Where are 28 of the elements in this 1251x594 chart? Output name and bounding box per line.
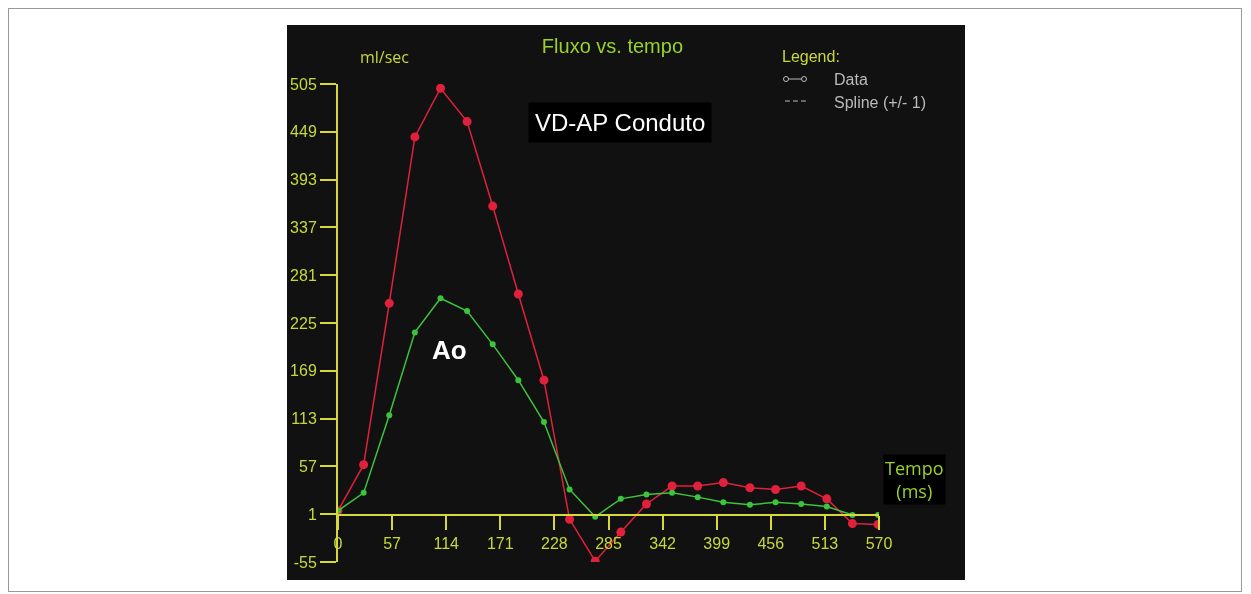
chart-title: Fluxo vs. tempo: [541, 34, 684, 57]
annotation: Data: [834, 71, 868, 88]
x-tick-label: 570: [865, 535, 893, 553]
x-tick-label: 399: [703, 535, 731, 553]
y-tick-label: 1: [307, 505, 317, 523]
x-tick-label: 171: [486, 535, 514, 553]
series-label: Ao: [432, 335, 467, 365]
x-tick-label: 342: [649, 535, 677, 553]
text: Legend:: [782, 48, 840, 65]
y-tick-label: 281: [290, 266, 317, 284]
y-tick-label: 393: [290, 171, 317, 189]
x-tick-label: 228: [541, 535, 568, 553]
x-tick-label: 57: [383, 535, 402, 553]
y-tick-label: 113: [291, 410, 317, 428]
annotation: Spline (+/- 1): [834, 94, 927, 111]
text: VD-AP Conduto: [535, 109, 706, 136]
y-tick-label: 505: [290, 75, 317, 93]
x-axis-title: Tempo (ms): [885, 456, 944, 504]
y-tick-label: 337: [290, 219, 317, 236]
y-tick-label: -55: [293, 553, 317, 571]
x-tick-label: 513: [811, 535, 839, 553]
x-tick-label: 114: [433, 535, 460, 553]
y-axis-title: ml/sec: [360, 46, 410, 68]
y-tick-label: 169: [290, 362, 317, 380]
y-tick-label: 449: [290, 123, 317, 141]
y-tick-label: 225: [290, 314, 317, 332]
x-tick-label: 456: [757, 535, 785, 553]
y-tick-label: 57: [299, 458, 317, 475]
